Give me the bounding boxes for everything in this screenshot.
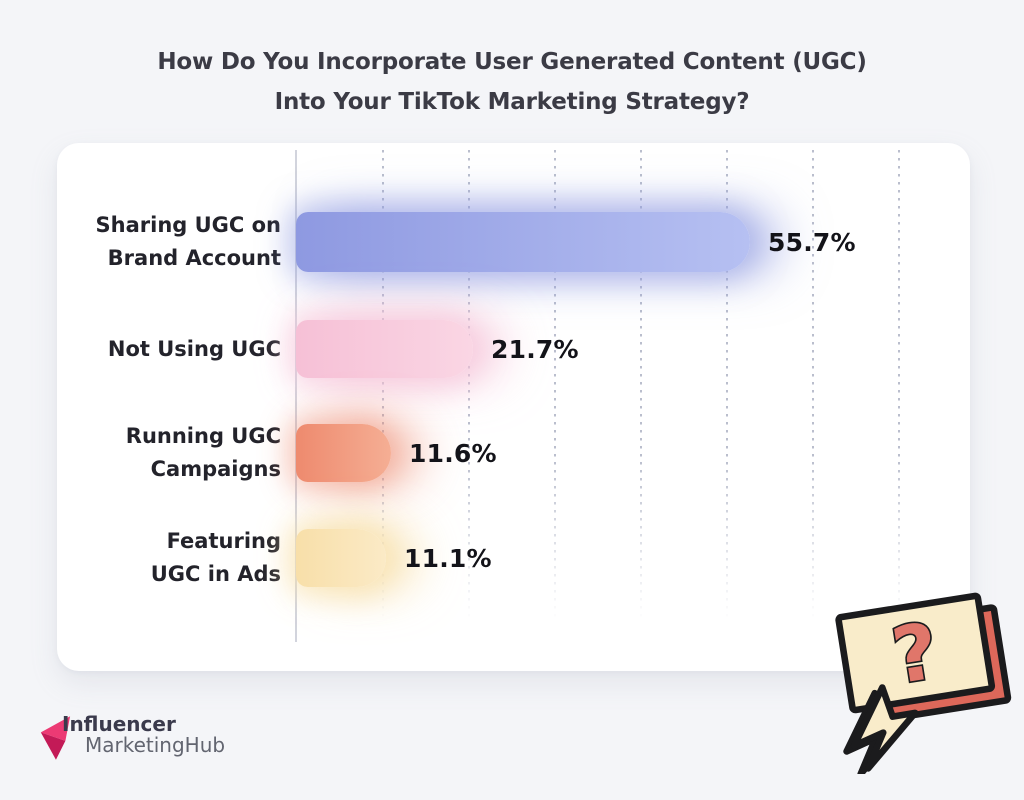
bar-row-sharing-ugc: Sharing UGC on Brand Account 55.7% <box>0 212 1024 272</box>
question-bubble-illustration: ? <box>835 592 1012 774</box>
value-label: 21.7% <box>491 334 579 364</box>
value-label: 11.6% <box>409 438 497 468</box>
bar-row-featuring-ugc-ads: Featuring UGC in Ads 11.1% <box>0 529 1024 587</box>
bubble-front-layer <box>835 592 996 714</box>
bar <box>296 320 473 378</box>
chart-title-line-2: Into Your TikTok Marketing Strategy? <box>274 89 750 115</box>
gridline <box>468 150 470 622</box>
y-axis-line <box>295 150 297 642</box>
category-label: Not Using UGC <box>40 320 281 378</box>
influencer-marketinghub-logo-icon <box>40 716 71 760</box>
bar <box>296 424 391 482</box>
category-label-line: Running UGC <box>125 424 281 448</box>
category-label: Sharing UGC on Brand Account <box>40 212 281 272</box>
gridline <box>898 150 900 622</box>
gridline <box>382 150 384 622</box>
bubble-tail <box>850 684 919 772</box>
bar <box>296 212 750 272</box>
bar <box>296 529 386 587</box>
brand-name-influencer: Influencer <box>62 712 176 736</box>
gridline <box>640 150 642 622</box>
category-label-line: Brand Account <box>107 246 281 270</box>
category-label-line: Not Using UGC <box>107 336 281 361</box>
category-label-line: UGC in Ads <box>150 562 281 586</box>
chart-title-line-1: How Do You Incorporate User Generated Co… <box>157 49 867 75</box>
category-label-line: Sharing UGC on <box>95 213 281 237</box>
value-label: 55.7% <box>768 227 856 257</box>
gridline <box>812 150 814 622</box>
gridline <box>554 150 556 622</box>
category-label: Featuring UGC in Ads <box>40 529 281 587</box>
brand-name-marketinghub: MarketingHub <box>85 733 226 757</box>
category-label-line: Campaigns <box>150 457 281 481</box>
category-label: Running UGC Campaigns <box>40 424 281 482</box>
value-label: 11.1% <box>404 543 492 573</box>
gridline <box>726 150 728 622</box>
chart-title: How Do You Incorporate User Generated Co… <box>0 42 1024 122</box>
category-label-line: Featuring <box>166 529 281 553</box>
bar-row-running-campaigns: Running UGC Campaigns 11.6% <box>0 424 1024 482</box>
bar-row-not-using-ugc: Not Using UGC 21.7% <box>0 320 1024 378</box>
